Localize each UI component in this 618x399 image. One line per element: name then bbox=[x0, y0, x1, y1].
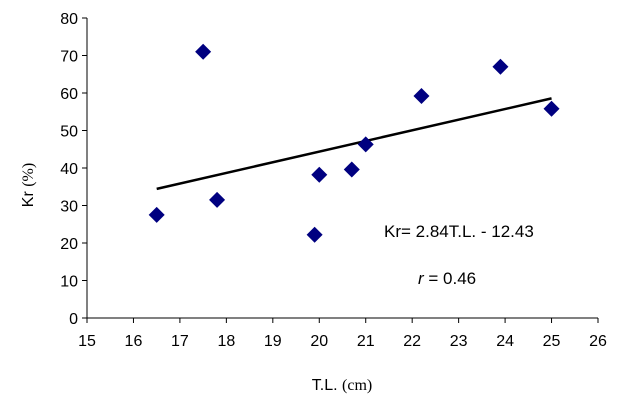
y-tick-label: 70 bbox=[60, 49, 78, 66]
data-point bbox=[195, 43, 212, 60]
trendline-group bbox=[156, 97, 552, 191]
data-point bbox=[543, 100, 560, 117]
x-tick-label: 22 bbox=[403, 333, 421, 350]
trendline bbox=[156, 97, 552, 191]
data-point bbox=[357, 136, 374, 153]
data-points bbox=[148, 43, 560, 243]
x-tick-label: 26 bbox=[589, 333, 607, 350]
x-tick-label: 15 bbox=[78, 333, 96, 350]
y-axis-label: Kr (%) bbox=[20, 163, 37, 207]
data-point bbox=[148, 206, 165, 223]
y-tick-label: 0 bbox=[69, 311, 78, 328]
axes bbox=[86, 18, 598, 319]
x-tick-label: 19 bbox=[264, 333, 282, 350]
data-point bbox=[413, 88, 430, 104]
data-point bbox=[209, 191, 226, 208]
y-tick-label: 60 bbox=[60, 86, 78, 103]
x-axis-label: T.L. (cm) bbox=[312, 377, 372, 394]
regression-equation: Kr= 2.84T.L. - 12.43 bbox=[384, 222, 534, 241]
y-tick-label: 20 bbox=[60, 236, 78, 253]
x-axis-ticks: 15 16 17 18 19 20 21 22 23 24 25 26 bbox=[78, 318, 607, 350]
data-point bbox=[306, 226, 323, 243]
x-tick-label: 24 bbox=[496, 333, 514, 350]
x-tick-label: 21 bbox=[357, 333, 375, 350]
data-point bbox=[492, 58, 509, 75]
x-tick-label: 16 bbox=[125, 333, 143, 350]
x-tick-label: 18 bbox=[217, 333, 235, 350]
y-axis-ticks: 0 10 20 30 40 50 60 70 80 bbox=[60, 11, 87, 328]
data-point bbox=[343, 161, 360, 178]
y-tick-label: 30 bbox=[60, 199, 78, 216]
x-tick-label: 17 bbox=[171, 333, 189, 350]
x-tick-label: 20 bbox=[310, 333, 328, 350]
data-point bbox=[311, 166, 328, 183]
y-tick-label: 80 bbox=[60, 11, 78, 28]
x-tick-label: 25 bbox=[543, 333, 561, 350]
y-tick-label: 40 bbox=[60, 161, 78, 178]
y-tick-label: 50 bbox=[60, 124, 78, 141]
correlation-coefficient: r = 0.46 bbox=[418, 269, 476, 288]
x-tick-label: 23 bbox=[450, 333, 468, 350]
y-tick-label: 10 bbox=[60, 274, 78, 291]
